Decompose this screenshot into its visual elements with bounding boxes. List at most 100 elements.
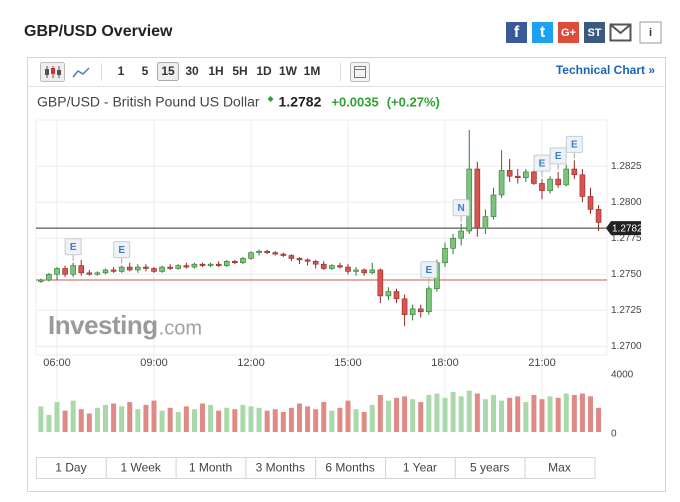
mail-flap xyxy=(610,24,631,35)
volume-bar xyxy=(127,402,133,432)
candle-body xyxy=(442,248,448,264)
event-marker[interactable] xyxy=(64,238,82,256)
share-button[interactable] xyxy=(532,22,553,43)
calendar-icon[interactable] xyxy=(350,62,370,82)
candle-body xyxy=(215,263,222,266)
interval[interactable]: 1D xyxy=(256,64,272,78)
share-button[interactable] xyxy=(506,22,527,43)
volume-bar xyxy=(442,397,448,432)
candle-body xyxy=(159,266,165,272)
volume-bar xyxy=(361,412,367,432)
share-label[interactable]: f xyxy=(514,24,520,41)
event-marker[interactable] xyxy=(549,147,567,165)
volume-bar xyxy=(450,392,456,432)
event-marker[interactable] xyxy=(452,199,470,217)
share-label[interactable]: G+ xyxy=(561,27,576,39)
event-label[interactable]: E xyxy=(539,158,546,169)
watermark: .com xyxy=(159,317,202,339)
quote-text: +0.0035 xyxy=(331,94,378,109)
event-label[interactable]: E xyxy=(425,265,432,276)
range-label[interactable]: 1 Month xyxy=(189,461,232,475)
y-tick-label: 1.2800 xyxy=(611,197,642,208)
candle-body xyxy=(458,230,464,239)
range-label[interactable]: 1 Week xyxy=(120,461,161,475)
interval[interactable]: 5H xyxy=(232,64,247,78)
volume-bar xyxy=(345,400,351,432)
volume-bar xyxy=(151,400,157,432)
volume-bar xyxy=(385,400,391,432)
candle-body xyxy=(183,265,190,268)
volume-bar xyxy=(555,397,561,432)
candle-body xyxy=(264,250,270,253)
candle-body xyxy=(143,266,149,269)
interval[interactable]: 15 xyxy=(161,64,175,78)
volume-bar xyxy=(143,404,149,432)
volume-bar xyxy=(70,400,76,432)
share-button[interactable] xyxy=(558,22,579,43)
candle-body xyxy=(353,269,359,272)
interval[interactable]: 1W xyxy=(279,64,298,78)
share-label[interactable]: i xyxy=(649,27,652,39)
volume-bar xyxy=(224,407,230,432)
interval[interactable]: 1M xyxy=(304,64,321,78)
x-tick-label: 18:00 xyxy=(431,357,459,369)
interval[interactable]: 1 xyxy=(118,64,125,78)
intervals: 1 5 15 30 1H 5H 1D 1W 1M xyxy=(118,62,321,81)
candle-body xyxy=(126,266,133,271)
range-label[interactable]: 1 Year xyxy=(403,461,437,475)
candle-body xyxy=(102,269,109,274)
event-label[interactable]: E xyxy=(70,242,77,253)
interval-selected[interactable] xyxy=(157,62,179,81)
candle-body xyxy=(555,178,561,186)
candle-body xyxy=(579,174,586,197)
range-label[interactable]: 3 Months xyxy=(256,461,305,475)
range-label[interactable]: 5 years xyxy=(470,461,509,475)
candle-body xyxy=(248,252,254,259)
share-label[interactable]: t xyxy=(540,24,546,41)
volume-bar xyxy=(216,410,222,432)
x-tick-label: 15:00 xyxy=(334,357,362,369)
event-label[interactable]: N xyxy=(458,203,465,214)
page-title: GBP/USD Overview xyxy=(24,23,173,40)
event-label[interactable]: E xyxy=(118,245,125,256)
interval[interactable]: 5 xyxy=(142,64,149,78)
candle-body xyxy=(232,260,238,264)
range-label[interactable]: 6 Months xyxy=(325,461,374,475)
range-label[interactable]: Max xyxy=(548,461,571,475)
line-icon[interactable] xyxy=(72,67,90,78)
interval[interactable]: 1H xyxy=(208,64,223,78)
volume-bar xyxy=(377,394,383,432)
technical-chart-link[interactable]: Technical Chart » xyxy=(556,63,655,77)
volume-bar xyxy=(402,396,408,432)
volume-bar xyxy=(571,394,577,432)
event-marker[interactable] xyxy=(565,135,583,153)
volume-bar xyxy=(38,406,44,432)
volume-bar xyxy=(103,404,108,432)
interval[interactable]: 30 xyxy=(185,64,199,78)
volume-bar xyxy=(111,403,117,432)
volume-bar xyxy=(369,404,375,432)
event-marker[interactable] xyxy=(113,241,131,259)
volume-bar xyxy=(523,402,529,432)
share-button[interactable] xyxy=(639,21,662,44)
range-button[interactable] xyxy=(524,457,596,479)
event-marker[interactable] xyxy=(420,261,438,279)
volume-bar xyxy=(434,393,440,432)
share-label[interactable]: ST xyxy=(587,27,601,39)
volume-bar xyxy=(337,407,343,432)
event-label[interactable]: E xyxy=(555,151,562,162)
candle-icon[interactable] xyxy=(40,62,65,82)
volume-bar xyxy=(458,396,464,432)
range-label[interactable]: 1 Day xyxy=(55,461,86,475)
y-tick-label: 1.2775 xyxy=(611,233,642,244)
candle-body xyxy=(199,263,206,266)
event-label[interactable]: E xyxy=(571,140,578,151)
candle-body xyxy=(514,175,521,178)
volume-bar xyxy=(321,402,327,432)
volume-bar xyxy=(507,397,513,432)
candle-body xyxy=(369,269,376,274)
share-button[interactable] xyxy=(584,22,605,43)
volume-bar xyxy=(394,397,399,432)
volume-bar xyxy=(474,393,480,432)
volume-bar xyxy=(426,394,432,432)
